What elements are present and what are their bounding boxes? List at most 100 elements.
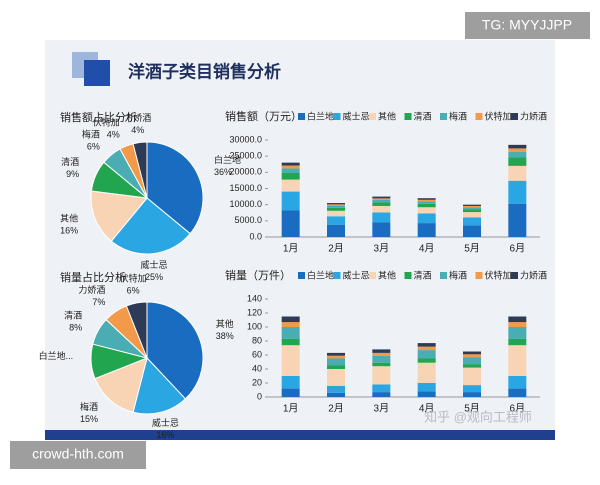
bar-segment [417, 207, 436, 214]
title-icon [84, 60, 110, 86]
bar-segment [417, 358, 436, 363]
x-tick-label: 1月 [283, 243, 299, 255]
bar-segment [463, 204, 481, 206]
y-tick-label: 20 [252, 377, 262, 387]
bar-segment [417, 391, 436, 397]
bar-segment [327, 203, 345, 205]
slice-value-label: 16% [156, 430, 174, 440]
legend-label: 梅酒 [449, 269, 467, 280]
legend-label: 白兰地 [307, 269, 334, 280]
slice-value-label: 9% [66, 169, 79, 179]
bar-segment [327, 204, 345, 206]
slice-value-label: 6% [87, 141, 100, 151]
x-tick-label: 5月 [464, 403, 480, 415]
bar-segment [417, 223, 436, 237]
legend-swatch [333, 113, 341, 120]
bar-segment [508, 338, 527, 346]
bar-segment [463, 207, 481, 210]
bar-segment [372, 205, 391, 213]
bar-segment [327, 369, 345, 386]
bar-segment [508, 165, 527, 181]
legend-swatch [440, 272, 447, 279]
bar-segment [417, 343, 436, 347]
bar-segment [281, 338, 300, 346]
bar-segment [508, 322, 527, 327]
legend-label: 清酒 [414, 110, 432, 121]
slice-label: 清酒 [64, 310, 82, 321]
bar-segment [508, 144, 527, 149]
legend-label: 梅酒 [449, 110, 467, 121]
bar-segment [463, 217, 481, 226]
bar-segment [417, 383, 436, 392]
slide-title: 洋酒子类目销售分析 [128, 61, 281, 81]
legend-swatch [404, 113, 412, 120]
bar-segment [417, 199, 436, 202]
bar-segment [372, 392, 391, 397]
bar-segment [281, 327, 300, 339]
bar-segment [281, 376, 300, 389]
bar-segment [417, 350, 436, 359]
y-tick-label: 20000.0 [229, 167, 262, 177]
y-tick-label: 80 [252, 335, 262, 345]
watermark-box [10, 441, 146, 469]
bar-segment [417, 203, 436, 208]
bar-segment [372, 355, 391, 363]
x-tick-label: 2月 [328, 243, 344, 255]
bar-segment [463, 392, 481, 397]
watermark: 知乎 @观向工程师 [424, 409, 532, 424]
bar-segment [417, 198, 436, 200]
pie-slice [146, 141, 204, 235]
legend-swatch [511, 272, 518, 279]
chart-title: 销量（万件） [225, 268, 291, 282]
slice-label: 其他 [60, 213, 78, 224]
bar-segment [417, 362, 436, 383]
bar-segment [463, 209, 481, 213]
y-tick-label: 0.0 [249, 231, 262, 241]
bar-segment [372, 366, 391, 385]
x-tick-label: 3月 [374, 403, 390, 415]
bar-segment [508, 327, 527, 339]
slice-label: 其他 [216, 318, 234, 329]
bar-segment [372, 222, 391, 237]
bar-segment [463, 354, 481, 358]
bar-segment [463, 351, 481, 355]
x-tick-label: 4月 [419, 403, 435, 415]
x-tick-label: 2月 [328, 403, 344, 415]
slice-value-label: 38% [216, 331, 234, 341]
bar-segment [281, 191, 300, 211]
slice-value-label: 4% [131, 125, 144, 135]
y-tick-label: 25000.0 [229, 151, 262, 161]
y-tick-label: 30000.0 [229, 134, 262, 144]
slice-label: 梅酒 [80, 401, 98, 412]
legend-swatch [440, 113, 447, 120]
legend-label: 其他 [378, 269, 396, 280]
legend-swatch [298, 272, 305, 279]
bar-segment [417, 201, 436, 204]
pie-slice [125, 301, 148, 359]
bar-segment [327, 207, 345, 211]
legend-label: 威士忌 [343, 110, 370, 121]
y-tick-label: 120 [247, 307, 262, 317]
slice-label: 伏特加 [120, 273, 147, 284]
bar-segment [327, 210, 345, 217]
bar-segment [508, 151, 527, 158]
legend-label: 力娇酒 [520, 269, 547, 280]
pie-slice [132, 141, 148, 199]
bar-segment [508, 180, 527, 204]
bar-segment [281, 322, 300, 327]
bar-segment [327, 216, 345, 225]
bar-segment [327, 355, 345, 359]
bar-segment [281, 168, 300, 173]
y-tick-label: 5000.0 [234, 215, 262, 225]
x-tick-label: 6月 [510, 403, 526, 415]
y-tick-label: 15000.0 [229, 183, 262, 193]
bar-segment [281, 388, 300, 397]
bar-segment [508, 203, 527, 237]
slice-label: 威士忌 [140, 259, 167, 270]
slice-value-label: 8% [69, 323, 82, 333]
slice-label: 清酒 [61, 156, 79, 167]
slice-value-label: 15% [80, 414, 98, 424]
slice-value-label: 36% [214, 167, 232, 177]
bar-segment [463, 357, 481, 365]
